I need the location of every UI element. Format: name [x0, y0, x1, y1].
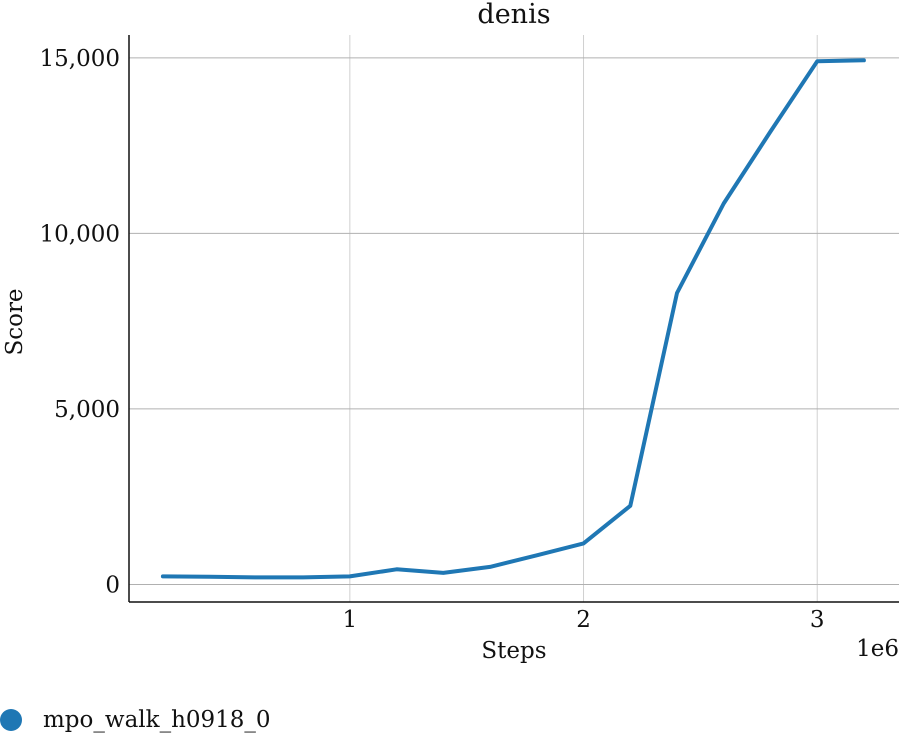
y-tick-label: 10,000 — [40, 221, 120, 247]
x-axis-scale-label: 1e6 — [856, 636, 899, 662]
x-axis-label: Steps — [481, 638, 546, 664]
x-tick-label: 3 — [810, 607, 825, 633]
axes — [128, 35, 899, 603]
x-tick-label: 2 — [576, 607, 591, 633]
y-tick-label: 0 — [105, 572, 120, 598]
chart-title: denis — [477, 0, 550, 30]
y-tick-label: 5,000 — [54, 397, 120, 423]
legend-swatch — [0, 709, 22, 731]
y-tick-label: 15,000 — [40, 46, 120, 72]
legend: mpo_walk_h0918_0 — [0, 703, 271, 737]
grid-lines — [129, 35, 899, 602]
tick-labels: 1 2 3 0 5,000 10,000 15,000 — [40, 46, 825, 633]
x-tick-label: 1 — [343, 607, 358, 633]
series-line — [160, 58, 866, 580]
legend-label: mpo_walk_h0918_0 — [43, 707, 271, 733]
series-lines — [160, 58, 866, 580]
y-axis-label: Score — [2, 288, 28, 355]
